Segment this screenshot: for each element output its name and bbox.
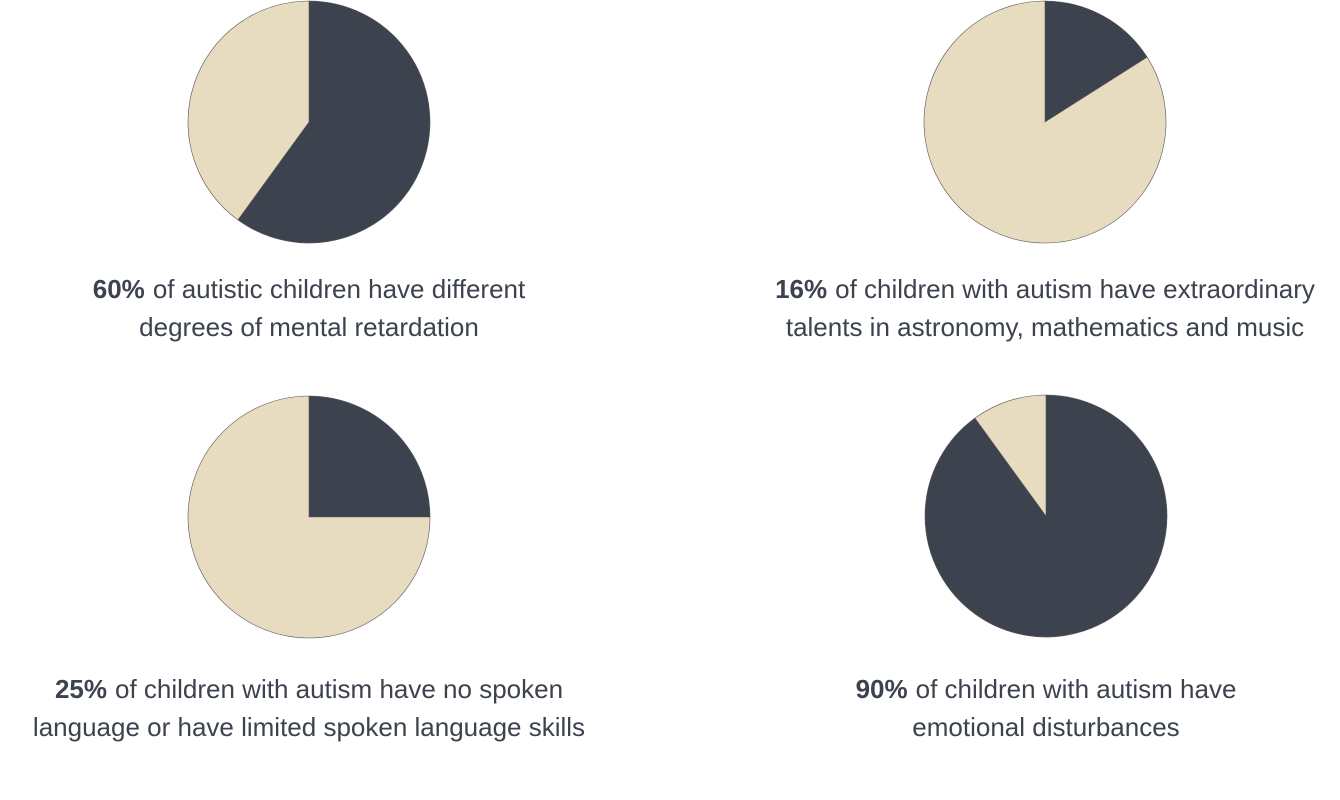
pie-slice [308, 395, 431, 518]
caption: 90% of children with autism have [856, 674, 1237, 704]
pie-slice [187, 395, 431, 639]
caption-text: language or have limited spoken language… [33, 712, 585, 742]
caption-text: of children with autism have no spoken [115, 674, 563, 704]
caption: 60% of autistic children have different [93, 274, 526, 304]
pie-slice [1044, 0, 1148, 123]
pie-slice [974, 394, 1047, 517]
value-label: 60% [93, 274, 145, 304]
caption: 16% of children with autism have extraord… [775, 274, 1315, 304]
caption-text: emotional disturbances [912, 712, 1179, 742]
caption: language or have limited spoken language… [33, 712, 585, 742]
caption-text: of autistic children have different [153, 274, 526, 304]
caption-text: degrees of mental retardation [139, 312, 479, 342]
value-label: 25% [55, 674, 107, 704]
caption: talents in astronomy, mathematics and mu… [786, 312, 1304, 342]
caption: emotional disturbances [912, 712, 1179, 742]
caption-text: talents in astronomy, mathematics and mu… [786, 312, 1304, 342]
pie-slice [237, 0, 431, 244]
value-label: 90% [856, 674, 908, 704]
pie-slice [923, 0, 1167, 244]
caption: degrees of mental retardation [139, 312, 479, 342]
caption-text: of children with autism have extraordina… [835, 274, 1315, 304]
value-label: 16% [775, 274, 827, 304]
caption: 25% of children with autism have no spoke… [55, 674, 563, 704]
caption-text: of children with autism have [916, 674, 1237, 704]
pie-slice [187, 0, 310, 221]
